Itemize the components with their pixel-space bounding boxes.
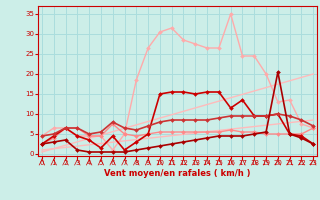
X-axis label: Vent moyen/en rafales ( km/h ): Vent moyen/en rafales ( km/h ) xyxy=(104,169,251,178)
